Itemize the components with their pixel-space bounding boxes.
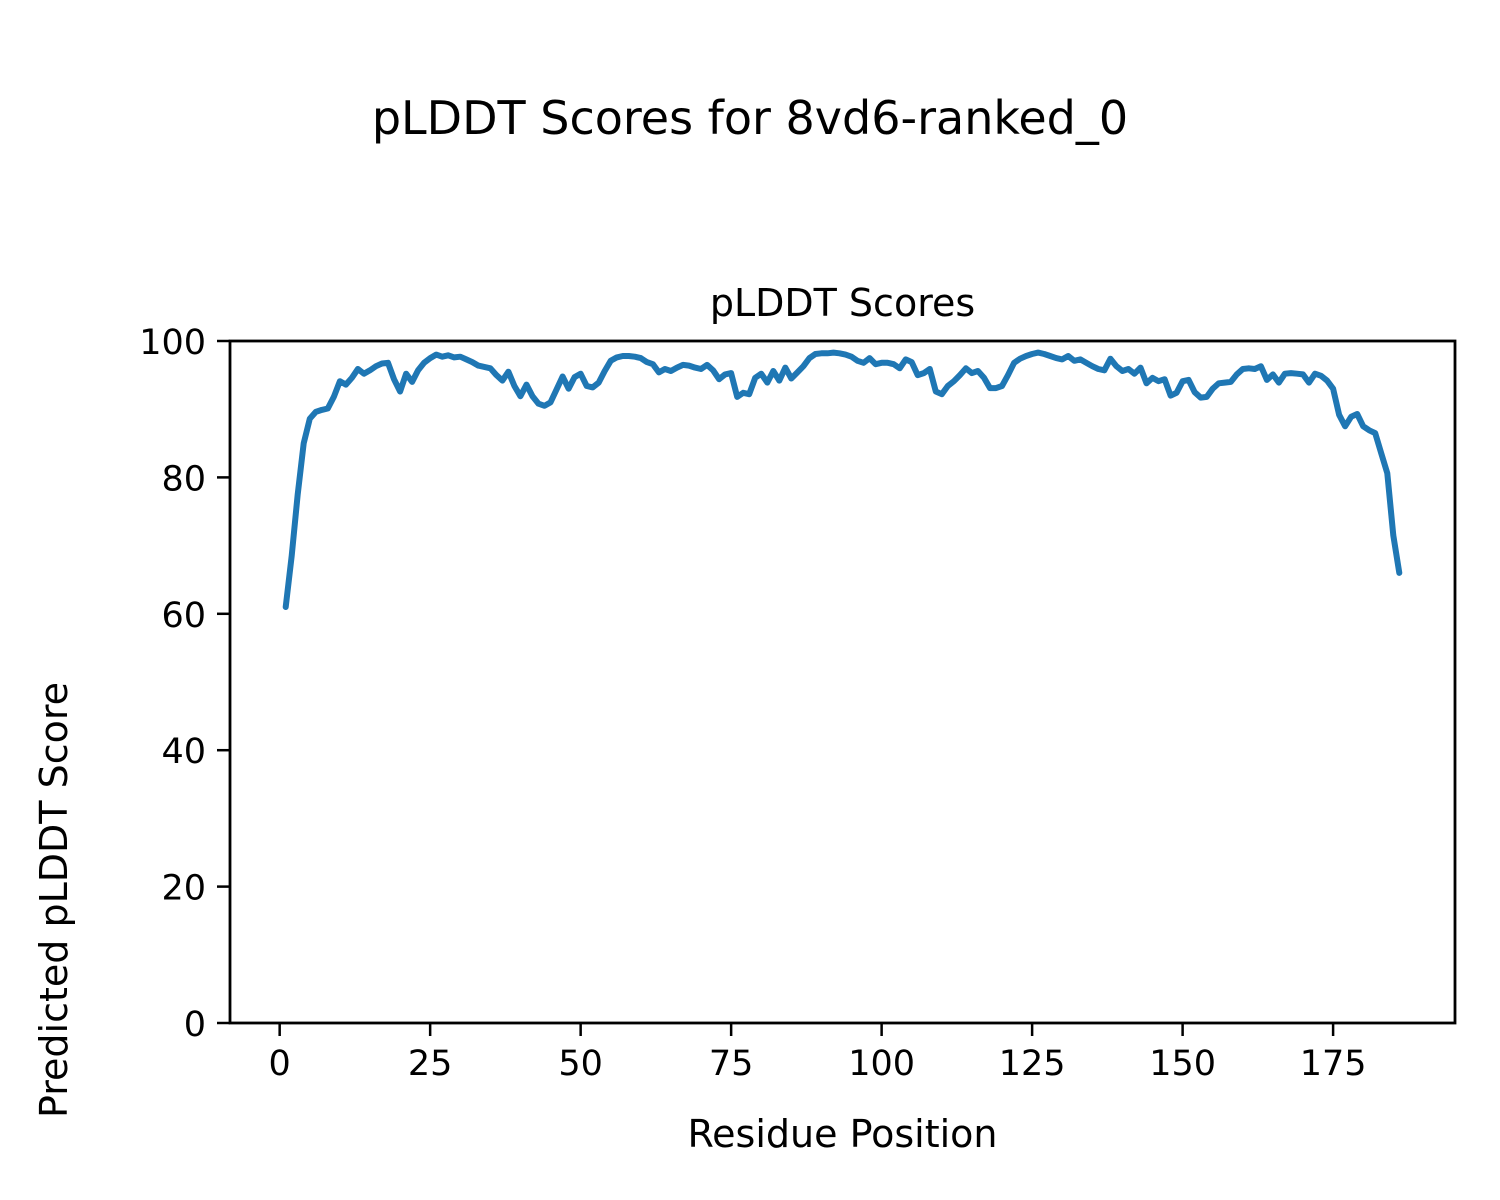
y-tick-label: 20 bbox=[161, 869, 206, 909]
y-axis-label-text: Predicted pLDDT Score bbox=[32, 682, 76, 1118]
plddt-score-line bbox=[282, 349, 1403, 610]
x-tick-label: 175 bbox=[1300, 1044, 1367, 1084]
x-tick-label: 25 bbox=[408, 1044, 453, 1084]
y-tick-label: 40 bbox=[161, 732, 206, 772]
x-tick-label: 100 bbox=[848, 1044, 915, 1084]
y-tick-label: 100 bbox=[139, 323, 206, 363]
figure-title: pLDDT Scores for 8vd6-ranked_0 bbox=[371, 91, 1129, 145]
x-tick-label: 75 bbox=[709, 1044, 754, 1084]
x-axis-label: Residue Position bbox=[687, 1112, 998, 1156]
x-tick-label: 0 bbox=[269, 1044, 291, 1084]
y-tick-label: 0 bbox=[184, 1005, 206, 1045]
y-tick-label: 60 bbox=[161, 596, 206, 636]
x-tick-label: 50 bbox=[558, 1044, 603, 1084]
axes-spines bbox=[228, 339, 1457, 1025]
x-tick-label: 150 bbox=[1149, 1044, 1216, 1084]
x-tick-label: 125 bbox=[999, 1044, 1066, 1084]
axes-title: pLDDT Scores bbox=[709, 281, 976, 325]
y-tick-label: 80 bbox=[161, 459, 206, 499]
